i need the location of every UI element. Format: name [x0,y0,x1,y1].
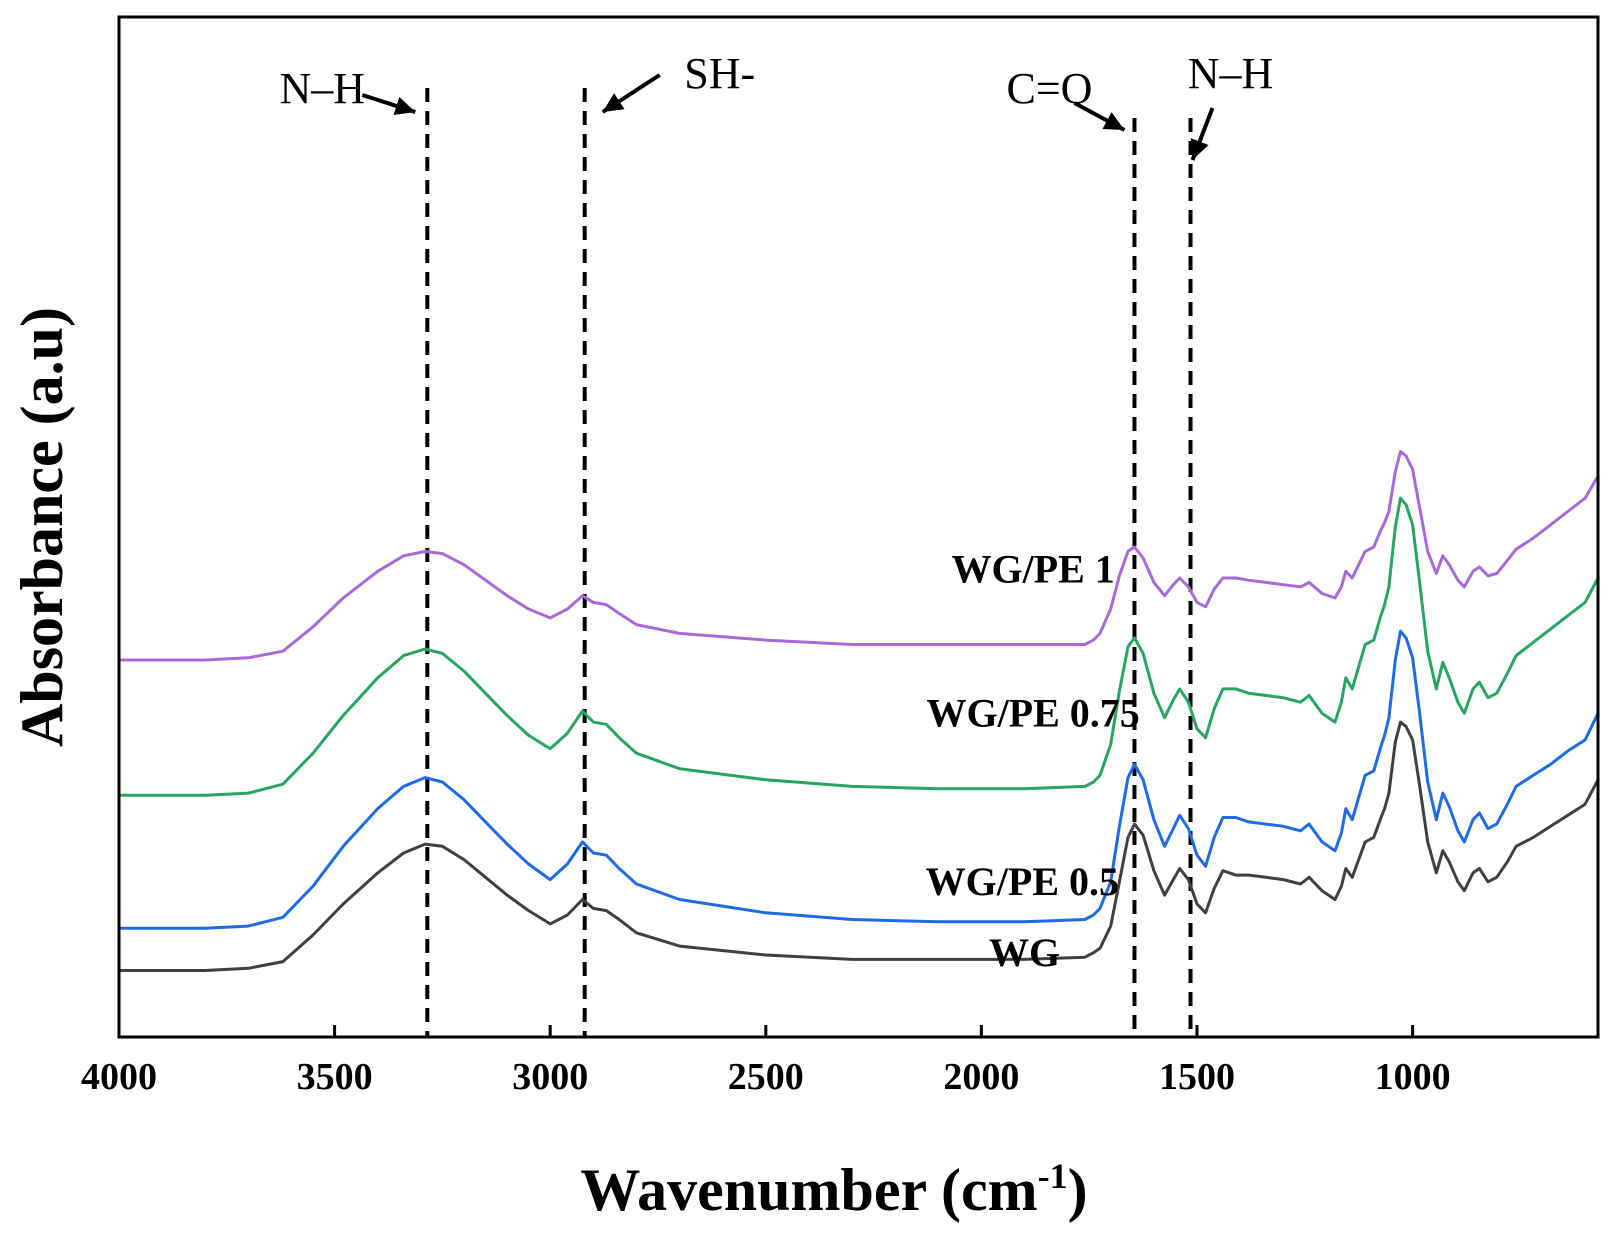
x-axis-title-close: ) [1068,1157,1088,1223]
x-tick-label-4000: 4000 [81,1056,157,1098]
x-tick-label-2500: 2500 [728,1056,804,1098]
series-label-1: WG/PE 0.5 [926,859,1119,904]
x-axis-ticks: 4000 3500 3000 2500 2000 1500 1000 [81,1025,1451,1098]
plot-frame [117,15,1600,1039]
annotation-label-0: N–H [280,64,366,113]
annotation-arrow-1-head [602,93,625,112]
x-tick-label-3000: 3000 [512,1056,588,1098]
spectra-group [119,450,1600,972]
series-line-wg-pe-0-75 [119,496,1600,797]
annotation-arrow-0-head [393,96,416,116]
y-axis-title: Absorbance (a.u) [9,307,75,747]
x-tick-label-1000: 1000 [1375,1056,1451,1098]
series-label-0: WG [989,930,1060,975]
x-axis-title: Wavenumber (cm-1) [580,1156,1087,1223]
series-line-wg-pe-0-5 [119,629,1600,930]
x-axis-title-main: Wavenumber (cm [580,1157,1037,1223]
x-tick-label-3500: 3500 [297,1056,373,1098]
x-tick-label-1500: 1500 [1159,1056,1235,1098]
x-axis-title-sup: -1 [1038,1156,1068,1196]
annotations: N–H SH- C=O N–H [280,49,1274,161]
series-label-2: WG/PE 0.75 [926,691,1139,736]
series-labels: WG WG/PE 0.5 WG/PE 0.75 WG/PE 1 [926,546,1140,975]
series-line-wg-pe-1 [119,450,1600,662]
annotation-label-3: N–H [1188,49,1274,98]
series-label-3: WG/PE 1 [951,546,1114,591]
x-tick-label-2000: 2000 [943,1056,1019,1098]
annotation-label-1: SH- [684,49,755,98]
series-line-wg [119,720,1600,972]
annotation-arrow-3-head [1190,138,1209,160]
annotation-arrow-2-head [1102,112,1125,130]
